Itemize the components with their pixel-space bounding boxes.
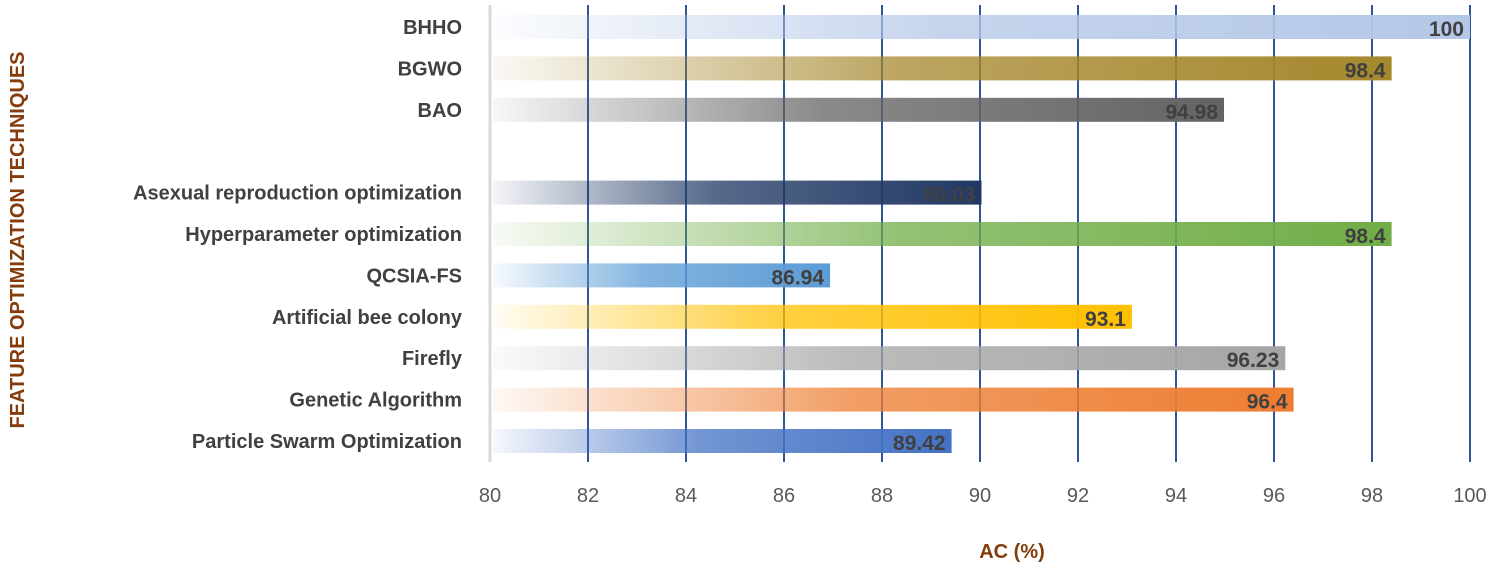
data-label: 90.03	[923, 184, 976, 207]
category-label: Firefly	[402, 348, 463, 370]
bar	[493, 56, 1392, 81]
bar	[493, 97, 1225, 122]
bar	[493, 429, 952, 453]
data-label: 96.23	[1227, 349, 1280, 372]
x-tick-label: 100	[1453, 485, 1486, 507]
bar	[493, 222, 1392, 246]
category-label: BGWO	[398, 58, 462, 80]
bar	[493, 304, 1132, 329]
bar	[493, 15, 1470, 39]
category-label: BHHO	[403, 17, 462, 39]
data-labels: 100 98.4 94.98 90.03 98.4 86.94 93.1 96.23 96.4 8…	[771, 18, 1464, 455]
data-label: 94.98	[1165, 101, 1218, 124]
x-tick-label: 86	[773, 485, 795, 507]
category-label: Artificial bee colony	[272, 307, 463, 329]
x-tick-labels: 80 82 84 86 88 90 92 94 96 98 100	[479, 485, 1487, 507]
x-tick-label: 82	[577, 485, 599, 507]
data-label: 93.1	[1085, 308, 1126, 331]
x-tick-label: 96	[1263, 485, 1285, 507]
category-label: QCSIA-FS	[366, 265, 462, 287]
x-tick-label: 98	[1361, 485, 1383, 507]
category-label: BAO	[418, 100, 462, 122]
data-label: 98.4	[1345, 59, 1386, 82]
x-tick-label: 80	[479, 485, 501, 507]
bars	[493, 15, 1470, 453]
bar	[493, 346, 1286, 371]
data-label: 96.4	[1247, 391, 1288, 414]
data-label: 100	[1429, 18, 1464, 41]
y-axis-title: FEATURE OPTIMIZATION TECHNIQUES	[7, 51, 29, 428]
x-tick-label: 88	[871, 485, 893, 507]
bar	[493, 180, 982, 205]
category-label: Hyperparameter optimization	[185, 224, 462, 246]
bar	[493, 263, 831, 288]
category-label: Asexual reproduction optimization	[133, 183, 462, 205]
x-tick-label: 84	[675, 485, 697, 507]
x-axis-title: AC (%)	[979, 541, 1045, 563]
data-label: 86.94	[771, 266, 824, 289]
x-tick-label: 90	[969, 485, 991, 507]
bar	[493, 387, 1294, 412]
data-label: 98.4	[1345, 225, 1386, 248]
x-tick-label: 94	[1165, 485, 1187, 507]
category-label: Genetic Algorithm	[289, 390, 462, 412]
category-label: Particle Swarm Optimization	[192, 431, 462, 453]
data-label: 89.42	[893, 432, 946, 455]
x-tick-label: 92	[1067, 485, 1089, 507]
category-labels: BHHO BGWO BAO Asexual reproduction optimiza…	[133, 17, 463, 453]
